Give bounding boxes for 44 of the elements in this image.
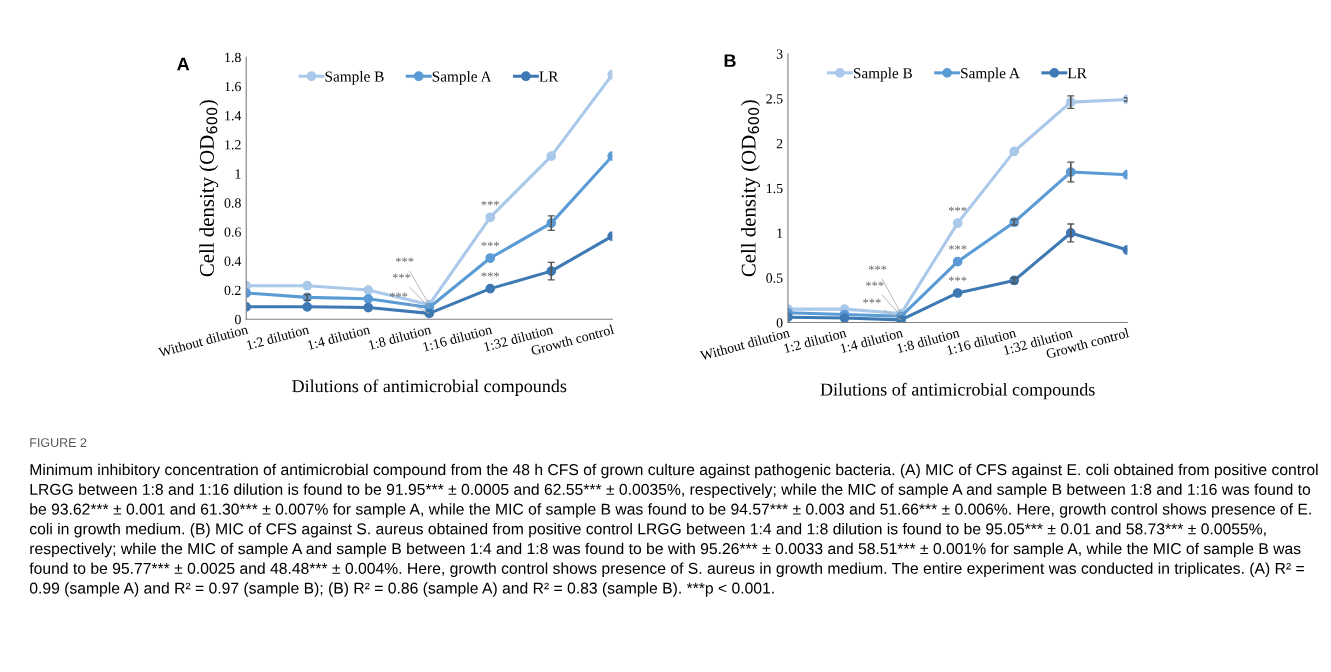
- y-tick-label: 1: [235, 169, 241, 179]
- text: Minimum inhibitory concentration of antimicrobial compound from the 48 h CFS of grown culture against pathogenic bacteria. (A) MIC of CFS against E. coli obtained from positive control LRGG between 1:8 and 1:16 dilution is found to be 91.95*** ± 0.0005 and 62.55*** ± 0.0035%, respectively; while the MIC of sample A and sample B between 1:8 and 1:16 was found to be 93.62*** ± 0.001 and 61.30*** ± 0.007% for sample A, while the MIC of sample B was found to be 94.57*** ± 0.003 and 51.66*** ± 0.006%. Here, growth control shows presence of E. coli in growth medium. (B) MIC of CFS against S. aureus obtained from positive control LRGG between 1:4 and 1:8 dilution is found to be 95.05*** ± 0.01 and 58.73*** ± 0.0055%, respectively; while the MIC of sample A and sample B between 1:4 and 1:8 was found to be with 95.26*** ± 0.0033 and 58.51*** ± 0.001% for sample A, while the MIC of sample B was found to be 95.77*** ± 0.0025 and 48.48*** ± 0.004%. Here, growth control shows presence of S. aureus in growth medium. The entire experiment was conducted in triplicates. (A) R² = 0.99 (sample A) and R² = 0.97 (sample B); (B) R² = 0.86 (sample A) and R² = 0.83 (sample B). ***p < 0.001.: [29, 463, 1318, 597]
- y-tick-label: 2.5: [766, 94, 783, 104]
- y-tick-label: 3: [776, 49, 783, 59]
- legend-label: Sample A: [432, 70, 492, 85]
- annotation: ***: [948, 276, 967, 282]
- y-tick-label: 0.2: [224, 285, 241, 296]
- legend-label: LR: [539, 71, 559, 82]
- y-tick-label: 0.5: [766, 273, 783, 283]
- annotation: ***: [389, 292, 408, 298]
- annotation: ***: [863, 298, 881, 304]
- annotation: ***: [481, 241, 500, 247]
- y-axis-title: Cell density (OD$_{600}$): [741, 100, 760, 277]
- y-tick-label: 1.8: [225, 52, 241, 63]
- caption: FIGURE 2: [30, 438, 87, 447]
- y-tick-label: 0: [776, 318, 783, 328]
- x-axis-title: Dilutions of antimicrobial compounds: [292, 379, 567, 396]
- y-tick-label: 0.4: [224, 256, 242, 266]
- x-axis-title: Dilutions of antimicrobial compounds: [820, 382, 1095, 400]
- legend-label: Sample B: [325, 70, 384, 85]
- y-tick-label: 1.6: [225, 81, 241, 92]
- annotation: ***: [481, 272, 500, 277]
- annotation: ***: [948, 206, 967, 212]
- annotation: ***: [395, 257, 414, 263]
- y-tick-label: 2: [776, 138, 783, 149]
- chart-title: B: [724, 54, 736, 67]
- y-tick-label: 0: [234, 314, 241, 325]
- y-tick-label: 1.2: [225, 140, 241, 150]
- chart-title: A: [177, 57, 190, 71]
- y-tick-label: 1.4: [225, 111, 242, 121]
- annotation: ***: [481, 200, 500, 206]
- y-tick-label: 1.5: [766, 183, 783, 194]
- annotation: ***: [868, 265, 887, 270]
- legend-label: LR: [1067, 68, 1087, 79]
- annotation: ***: [948, 245, 967, 250]
- annotation: ***: [865, 281, 884, 287]
- y-axis-title: Cell density (OD$_{600}$): [199, 100, 219, 277]
- y-tick-label: 1: [777, 228, 783, 238]
- x-tick-label: Without dilution: [157, 324, 249, 358]
- annotation: ***: [392, 273, 411, 279]
- y-tick-label: 0.8: [224, 198, 241, 208]
- legend-label: Sample A: [961, 67, 1020, 82]
- legend-label: Sample B: [853, 67, 913, 82]
- y-tick-label: 0.6: [224, 227, 241, 237]
